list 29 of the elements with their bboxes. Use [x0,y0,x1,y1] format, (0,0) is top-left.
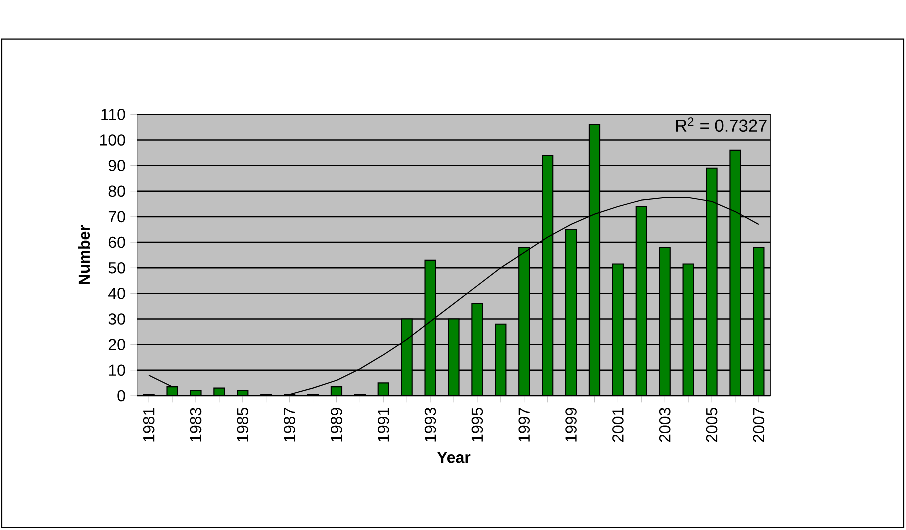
y-tick-label: 80 [108,186,126,198]
x-tick-label: 2003 [659,408,671,442]
x-tick-label: 1995 [472,408,484,442]
x-tick-label: 1999 [566,408,577,442]
annotation: R$^{2}$ = 0.7327 [676,118,767,132]
y-tick-label: 40 [108,288,126,300]
y-tick-label: 10 [109,364,126,376]
y-tick-label: 90 [108,160,126,172]
x-tick-label: 1993 [424,408,436,442]
x-tick-label: 1985 [237,408,249,442]
y-tick-label: 0 [118,390,126,402]
x-tick-label: 1983 [190,408,202,442]
y-tick-label: 70 [108,211,126,223]
x-tick-label: 1989 [331,408,342,442]
x-tick-label: 1997 [518,408,530,442]
x-axis-title: Year [437,452,471,464]
y-tick-label: 60 [108,236,126,248]
x-tick-label: 2005 [706,408,718,442]
y-tick-label: 20 [108,339,126,350]
x-tick-label: 1991 [378,408,390,442]
y-tick-label: 30 [108,314,126,325]
y-tick-label: 50 [108,262,126,274]
x-tick-label: 2001 [612,408,624,442]
x-tick-label: 1981 [143,408,155,442]
y-tick-label: 110 [102,108,126,120]
y-axis-title: Number [78,225,90,284]
y-tick-label: 100 [100,134,126,146]
x-tick-label: 2007 [753,408,765,442]
x-tick-label: 1987 [284,408,296,442]
